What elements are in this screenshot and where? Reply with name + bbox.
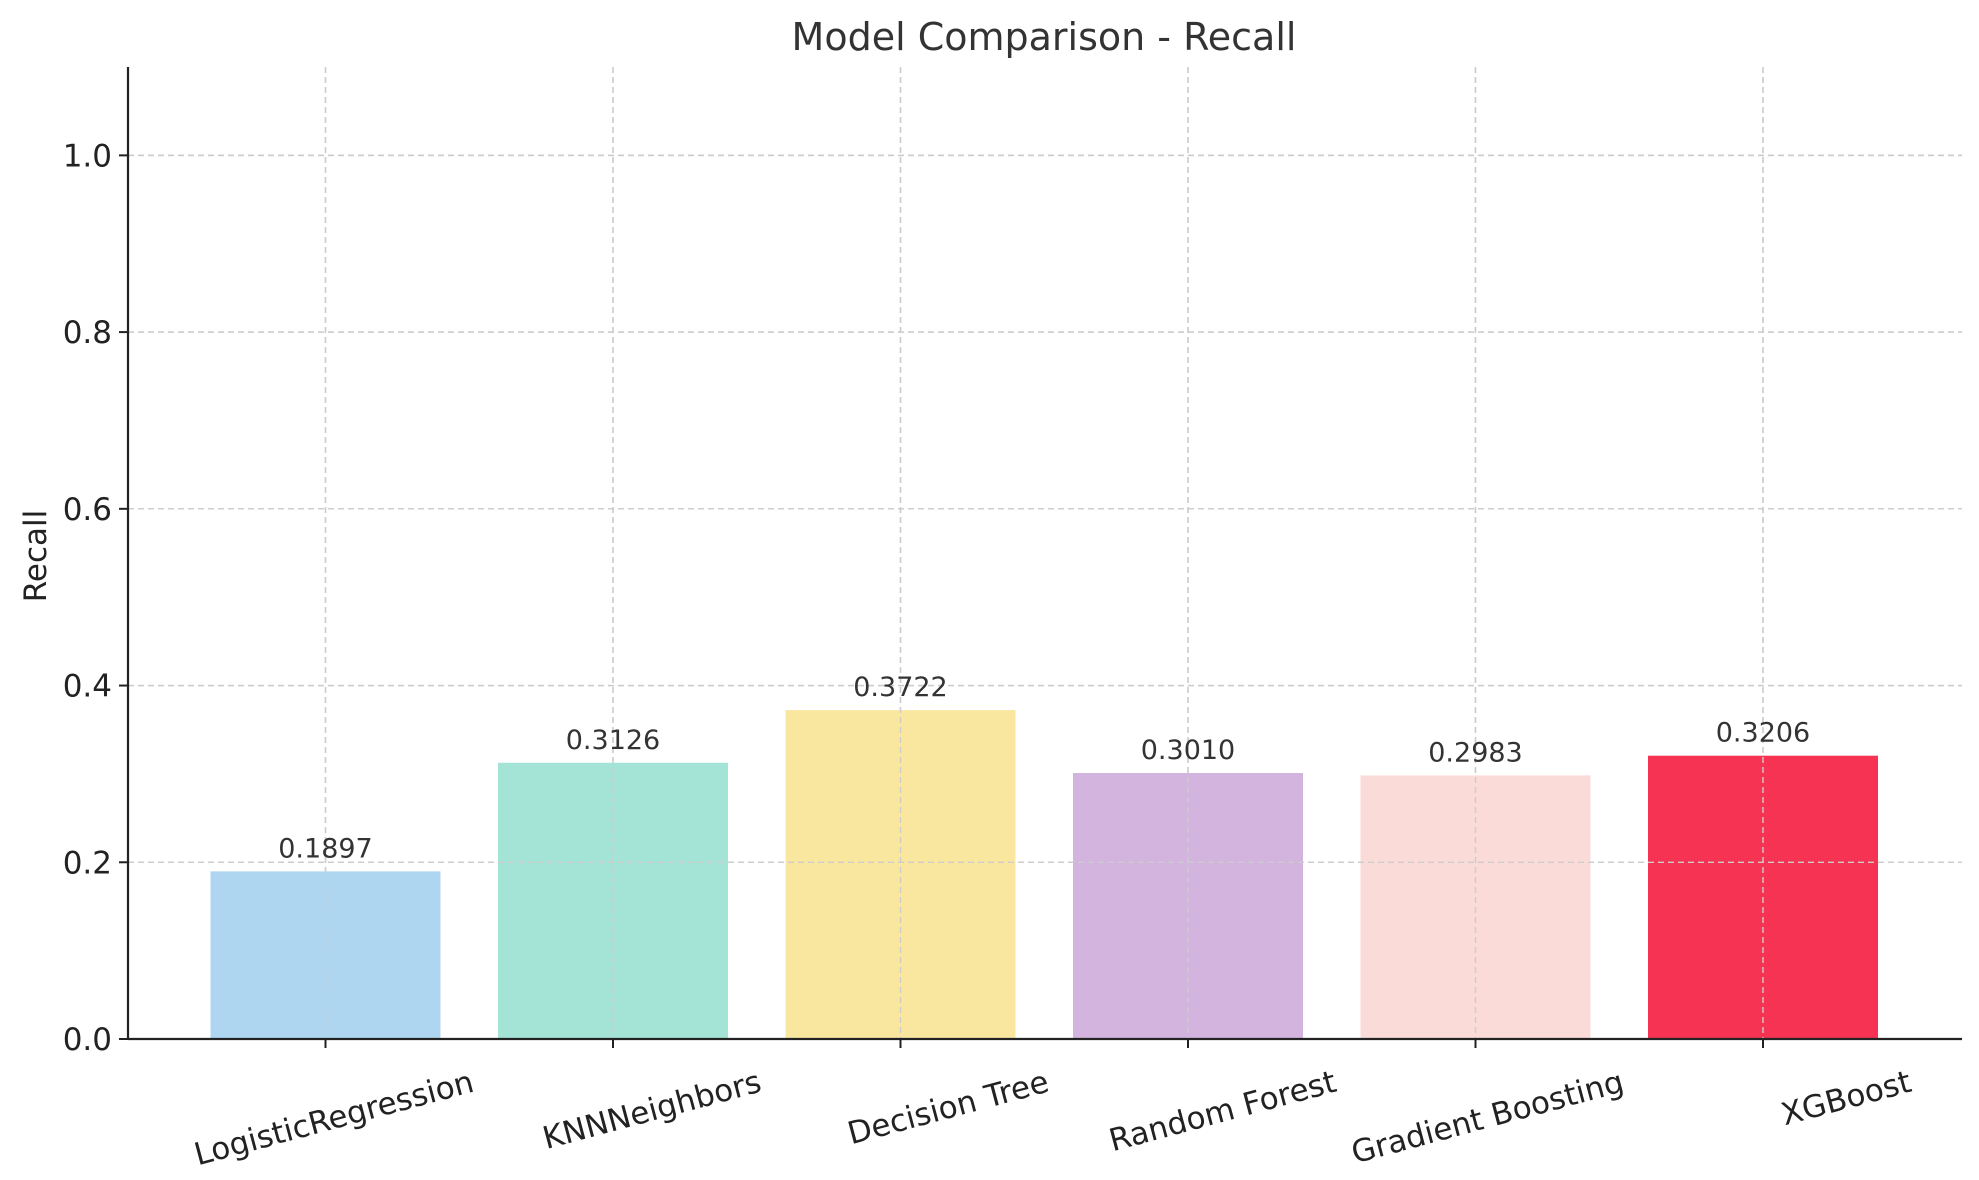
x-tick-label: KNNNeighbors — [539, 1064, 765, 1157]
bar-value-label: 0.1897 — [278, 833, 372, 864]
y-axis-label: Recall — [18, 510, 54, 603]
chart-title: Model Comparison - Recall — [792, 15, 1297, 59]
y-ticks: 0.0 0.2 0.4 0.6 0.8 1.0 — [63, 138, 128, 1058]
x-ticks: LogisticRegression KNNNeighbors Decision T… — [191, 1039, 1916, 1173]
bar-value-label: 0.3010 — [1141, 735, 1235, 766]
x-tick-label: Random Forest — [1105, 1064, 1340, 1159]
y-tick-label: 0.4 — [63, 669, 112, 705]
y-tick-label: 0.8 — [63, 315, 112, 351]
x-tick-label: LogisticRegression — [191, 1064, 478, 1173]
y-tick-label: 0.0 — [63, 1022, 112, 1058]
bar-value-label: 0.3206 — [1716, 718, 1810, 749]
x-tick-label: XGBoost — [1778, 1064, 1916, 1133]
bar — [785, 710, 1016, 1039]
axes — [126, 67, 1962, 1041]
x-tick-label: Decision Tree — [844, 1064, 1053, 1152]
y-tick-label: 1.0 — [63, 138, 112, 174]
bars — [128, 67, 1962, 1039]
bar-value-label: 0.3722 — [853, 672, 947, 703]
y-tick-label: 0.6 — [63, 492, 112, 528]
value-labels: 0.1897 0.3126 0.3722 0.3010 0.2983 0.3206 — [278, 672, 1810, 864]
bar-value-label: 0.3126 — [566, 725, 660, 756]
x-tick-label: Gradient Boosting — [1348, 1064, 1628, 1171]
y-tick-label: 0.2 — [63, 845, 112, 881]
bar-value-label: 0.2983 — [1428, 737, 1522, 768]
bar — [210, 871, 441, 1039]
